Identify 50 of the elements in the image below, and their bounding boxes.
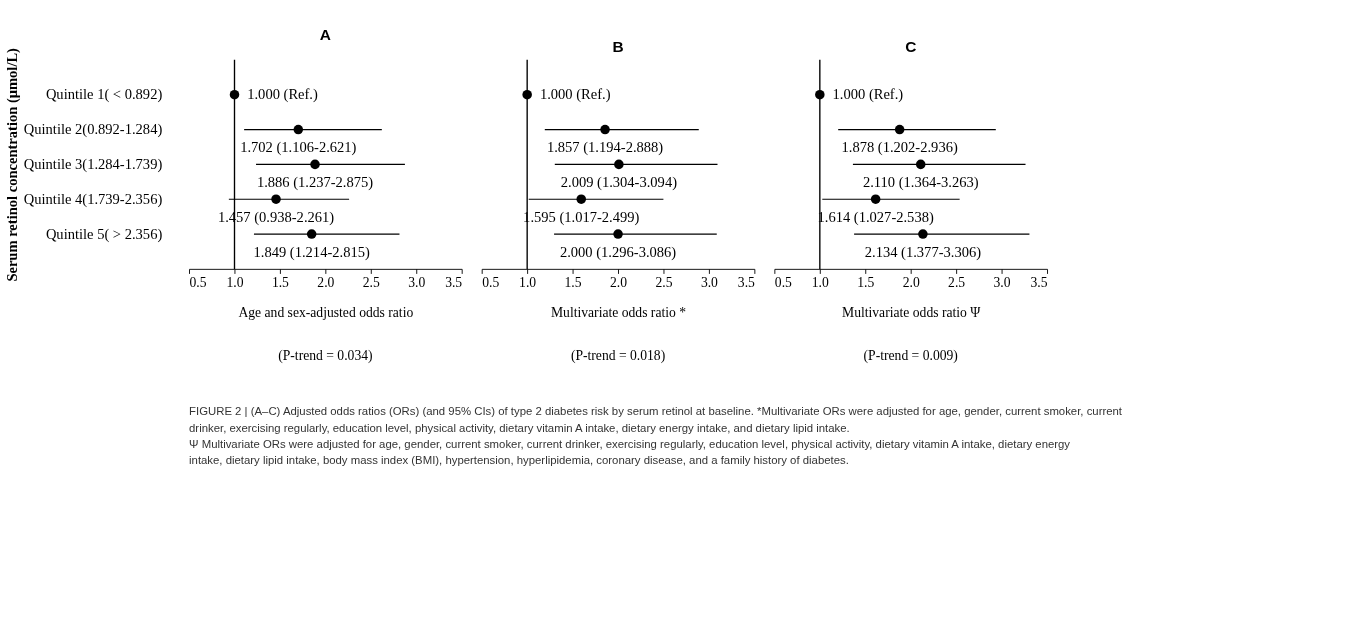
x-tick-label: 2.5 bbox=[948, 274, 966, 290]
x-tick-label: 1.5 bbox=[564, 274, 582, 290]
y-tick-label: Quintile 5( > 2.356) bbox=[45, 225, 163, 243]
x-tick-label: 3.0 bbox=[993, 274, 1011, 290]
x-tick-label: 2.0 bbox=[317, 274, 335, 290]
x-tick-label: 2.0 bbox=[610, 274, 628, 290]
x-tick-label: 3.0 bbox=[700, 274, 719, 290]
x-tick-label: 1.0 bbox=[226, 274, 244, 290]
x-tick-label: 2.0 bbox=[902, 274, 920, 290]
chart-title: B bbox=[612, 37, 624, 55]
y-axis-title: Serum retinol concentration (μmol/L) bbox=[4, 47, 22, 282]
data-label: 2.000 (1.296-3.086) bbox=[559, 243, 677, 261]
x-tick-label: 1.5 bbox=[857, 274, 875, 290]
data-label: 1.886 (1.237-2.875) bbox=[256, 174, 374, 192]
data-label: 1.878 (1.202-2.936) bbox=[841, 139, 958, 157]
x-tick-label: 2.5 bbox=[655, 274, 673, 290]
x-tick-label: 0.5 bbox=[482, 274, 500, 290]
y-tick-label: Quintile 4(1.739-2.356) bbox=[23, 190, 163, 208]
data-label: 2.009 (1.304-3.094) bbox=[560, 174, 678, 192]
caption: FIGURE 2 | (A–C) Adjusted odds ratios (ORs) (and 95% CIs) of type 2 diabetes risk by serum retinol at baseline. *Multivariate ORs were adjusted for age, gender, current smoker, current drinker, exercising regularly, education level, physical activity, dietary vitamin A intake, dietary energy intake, and dietary lipid intake. bbox=[189, 405, 1123, 434]
x-tick-label: 3.0 bbox=[408, 274, 426, 290]
text: (P-trend = 0.018) bbox=[570, 347, 666, 364]
y-tick-label: Quintile 1( < 0.892) bbox=[45, 86, 163, 104]
x-tick-label: 3.5 bbox=[445, 274, 463, 290]
chart-title: C bbox=[905, 37, 917, 55]
x-tick-label: 0.5 bbox=[189, 274, 207, 290]
x-tick-label: 1.0 bbox=[519, 274, 537, 290]
text: Ψ Multivariate ORs were adjusted for age, gender, current smoker, current drinker, exercising regularly, education level, physical activity, dietary vitamin A intake, dietary energy intake, dietary lipid intake, body mass index (BMI), hypertension, hyperlipidemia, coronary disease, and a family history of diabetes. bbox=[189, 437, 1071, 467]
y-tick-label: Quintile 2(0.892-1.284) bbox=[23, 121, 163, 139]
data-label: 1.857 (1.194-2.888) bbox=[546, 139, 664, 157]
x-axis-title: Multivariate odds ratio Ψ bbox=[842, 304, 982, 320]
x-tick-label: 2.5 bbox=[362, 274, 380, 290]
x-tick-label: 3.5 bbox=[1030, 274, 1048, 290]
x-tick-label: 3.5 bbox=[737, 274, 756, 290]
text: (P-trend = 0.009) bbox=[863, 347, 958, 364]
y-tick-label: Quintile 3(1.284-1.739) bbox=[23, 155, 163, 173]
text: (P-trend = 0.034) bbox=[278, 347, 373, 364]
data-label: 2.110 (1.364-3.263) bbox=[862, 174, 979, 192]
chart-title: A bbox=[319, 26, 331, 44]
x-tick-label: 0.5 bbox=[774, 274, 793, 290]
data-label: 1.000 (Ref.) bbox=[539, 86, 611, 104]
x-axis-title: Age and sex-adjusted odds ratio bbox=[238, 304, 414, 320]
data-label: 2.134 (1.377-3.306) bbox=[864, 243, 982, 261]
x-tick-label: 1.5 bbox=[271, 274, 290, 290]
data-label: 1.702 (1.106-2.621) bbox=[240, 139, 357, 157]
data-label: 1.000 (Ref.) bbox=[832, 86, 904, 104]
data-label: 1.849 (1.214-2.815) bbox=[253, 243, 370, 261]
x-axis-title: Multivariate odds ratio * bbox=[550, 304, 687, 320]
x-tick-label: 1.0 bbox=[811, 274, 829, 290]
data-label: 1.000 (Ref.) bbox=[247, 86, 318, 104]
